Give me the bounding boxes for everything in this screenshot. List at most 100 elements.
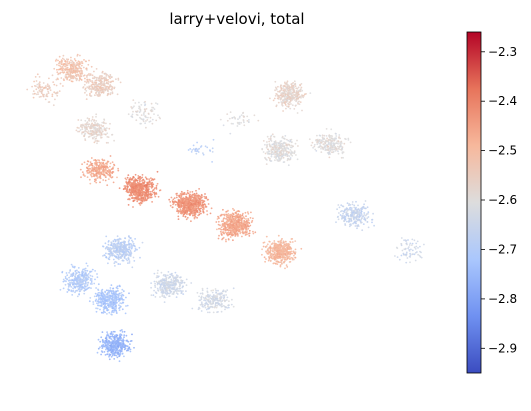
- scatter-point: [72, 287, 74, 290]
- scatter-point: [227, 238, 230, 240]
- scatter-point: [112, 80, 114, 83]
- scatter-point: [284, 248, 286, 251]
- scatter-point: [152, 294, 155, 297]
- scatter-point: [176, 287, 179, 290]
- scatter-point: [107, 290, 110, 292]
- scatter-point: [95, 307, 97, 310]
- scatter-point: [85, 166, 88, 169]
- scatter-point: [286, 248, 288, 251]
- scatter-point: [158, 189, 161, 192]
- scatter-point: [149, 181, 151, 184]
- scatter-point: [195, 200, 198, 203]
- scatter-point: [110, 244, 113, 247]
- scatter-point: [101, 129, 103, 131]
- scatter-point: [180, 210, 182, 213]
- scatter-point: [292, 250, 295, 253]
- scatter-point: [170, 196, 173, 199]
- scatter-point: [249, 224, 252, 227]
- scatter-point: [67, 58, 70, 61]
- scatter-point: [100, 164, 103, 167]
- scatter-point: [191, 193, 194, 196]
- scatter-point: [79, 63, 81, 66]
- scatter-point: [87, 123, 90, 126]
- scatter-point: [153, 272, 156, 275]
- scatter-point: [273, 257, 276, 259]
- scatter-point: [40, 91, 43, 94]
- scatter-point: [139, 194, 141, 197]
- scatter-point: [108, 311, 111, 314]
- scatter-point: [101, 131, 104, 133]
- scatter-point: [207, 203, 210, 205]
- scatter-point: [104, 168, 107, 170]
- scatter-point: [99, 176, 102, 178]
- scatter-point: [47, 88, 49, 91]
- scatter-point: [131, 178, 133, 181]
- scatter-point: [133, 192, 136, 195]
- scatter-point: [173, 292, 175, 294]
- scatter-point: [171, 293, 174, 295]
- scatter-point: [86, 265, 89, 267]
- scatter-point: [180, 190, 183, 193]
- scatter-point: [125, 245, 127, 248]
- scatter-point: [175, 196, 178, 199]
- scatter-point: [57, 62, 60, 65]
- scatter-point: [75, 66, 77, 69]
- scatter-point: [226, 232, 229, 234]
- scatter-point: [95, 172, 98, 175]
- scatter-point: [97, 297, 100, 299]
- scatter-point: [225, 299, 228, 301]
- scatter-point: [217, 220, 220, 223]
- scatter-point: [114, 342, 116, 344]
- scatter-point: [188, 203, 191, 206]
- scatter-point: [115, 309, 117, 312]
- scatter-point: [154, 282, 157, 285]
- scatter-point: [119, 329, 122, 332]
- scatter-point: [111, 91, 114, 93]
- scatter-point: [150, 177, 152, 180]
- scatter-point: [93, 85, 96, 88]
- scatter-point: [137, 181, 139, 184]
- scatter-point: [85, 123, 88, 125]
- scatter-point: [156, 287, 159, 290]
- scatter-point: [136, 248, 138, 251]
- scatter-point: [41, 86, 44, 88]
- scatter-point: [70, 56, 72, 59]
- scatter-point: [115, 307, 117, 310]
- scatter-point: [154, 296, 157, 298]
- scatter-point: [105, 235, 108, 238]
- scatter-point: [224, 231, 227, 234]
- scatter-point: [231, 212, 234, 215]
- scatter-point: [143, 184, 146, 187]
- scatter-point: [46, 83, 49, 86]
- scatter-point: [106, 246, 108, 248]
- scatter-point: [121, 346, 124, 349]
- scatter-point: [107, 178, 110, 181]
- scatter-point: [67, 282, 70, 285]
- scatter-point: [91, 74, 94, 77]
- scatter-point: [57, 59, 59, 62]
- scatter-point: [99, 340, 102, 343]
- scatter-point: [234, 212, 237, 214]
- scatter-point: [75, 282, 78, 285]
- scatter-point: [139, 204, 142, 206]
- scatter-point: [116, 337, 119, 340]
- scatter-point: [278, 246, 281, 249]
- scatter-point: [221, 238, 223, 241]
- scatter-point: [217, 237, 220, 240]
- scatter-point: [185, 284, 188, 287]
- scatter-point: [108, 88, 111, 90]
- scatter-point: [294, 256, 297, 259]
- scatter-point: [118, 249, 121, 251]
- scatter-point: [177, 205, 180, 208]
- scatter-point: [109, 93, 112, 96]
- scatter-point: [114, 293, 117, 296]
- scatter-point: [229, 213, 232, 216]
- scatter-point: [235, 228, 238, 231]
- scatter-point: [74, 65, 77, 68]
- scatter-point: [118, 285, 121, 287]
- scatter-point: [103, 118, 105, 121]
- scatter-point: [252, 232, 255, 235]
- scatter-point: [100, 345, 103, 348]
- scatter-point: [110, 251, 113, 254]
- scatter-point: [67, 279, 70, 282]
